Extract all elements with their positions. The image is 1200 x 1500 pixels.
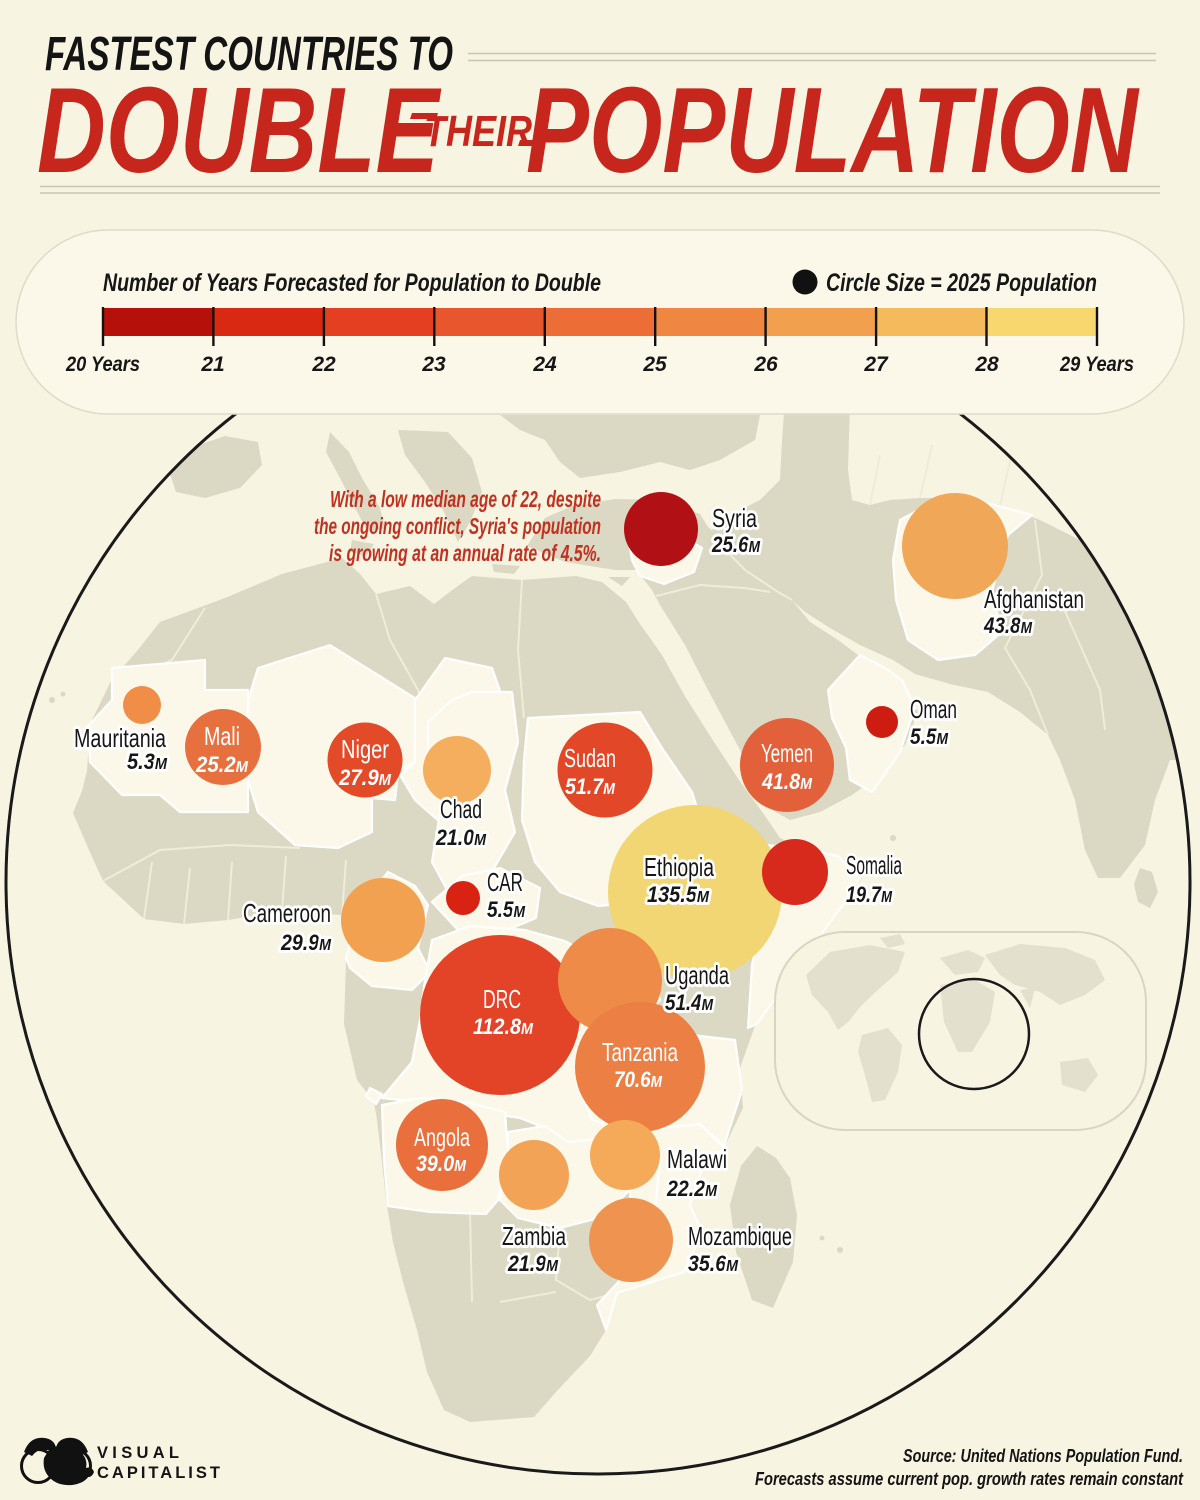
svg-text:Forecasts assume current pop.: Forecasts assume current pop. growth rat… xyxy=(755,1469,1184,1489)
svg-text:41.8M: 41.8M xyxy=(761,769,812,794)
svg-text:23: 23 xyxy=(421,353,446,376)
svg-text:24: 24 xyxy=(532,353,557,376)
svg-text:28: 28 xyxy=(974,353,999,376)
svg-text:is growing at an annual rate o: is growing at an annual rate of 4.5%. xyxy=(329,540,601,566)
svg-text:FASTEST COUNTRIES TO: FASTEST COUNTRIES TO xyxy=(45,28,453,81)
svg-text:Yemen: Yemen xyxy=(761,738,813,768)
svg-text:Malawi: Malawi xyxy=(667,1144,727,1174)
svg-text:the ongoing conflict, Syria's: the ongoing conflict, Syria's population xyxy=(314,513,601,539)
svg-text:VISUAL: VISUAL xyxy=(97,1444,183,1462)
svg-text:21: 21 xyxy=(200,353,224,376)
svg-text:Syria: Syria xyxy=(712,503,757,533)
svg-text:29 Years: 29 Years xyxy=(1059,353,1134,376)
svg-text:Sudan: Sudan xyxy=(564,743,616,773)
svg-text:DRC: DRC xyxy=(483,984,521,1014)
svg-text:Angola: Angola xyxy=(414,1122,470,1152)
svg-text:Circle Size = 2025 Population: Circle Size = 2025 Population xyxy=(826,269,1097,297)
svg-text:THEIR: THEIR xyxy=(424,107,532,156)
svg-text:Ethiopia: Ethiopia xyxy=(644,852,714,882)
svg-text:Afghanistan: Afghanistan xyxy=(984,584,1084,614)
svg-text:51.4M: 51.4M xyxy=(665,990,714,1015)
svg-text:Somalia: Somalia xyxy=(846,850,902,880)
svg-text:25: 25 xyxy=(642,353,667,376)
svg-text:With a low median age of 22, d: With a low median age of 22, despite xyxy=(330,486,601,512)
svg-text:20 Years: 20 Years xyxy=(65,353,140,376)
svg-text:Number of Years Forecasted for: Number of Years Forecasted for Populatio… xyxy=(103,269,601,297)
svg-text:Uganda: Uganda xyxy=(665,960,729,990)
svg-text:Chad: Chad xyxy=(440,794,482,824)
svg-text:Zambia: Zambia xyxy=(502,1221,566,1251)
svg-text:70.6M: 70.6M xyxy=(614,1067,663,1092)
svg-text:Mali: Mali xyxy=(204,721,240,751)
svg-text:Mozambique: Mozambique xyxy=(688,1221,792,1251)
svg-text:DOUBLE: DOUBLE xyxy=(37,62,442,198)
svg-text:Source: United Nations Populat: Source: United Nations Population Fund. xyxy=(903,1446,1183,1466)
svg-text:CAR: CAR xyxy=(487,867,523,897)
svg-text:Mauritania: Mauritania xyxy=(74,723,166,753)
svg-text:CAPITALIST: CAPITALIST xyxy=(97,1464,223,1482)
svg-text:Oman: Oman xyxy=(910,694,957,724)
svg-text:Cameroon: Cameroon xyxy=(243,898,331,928)
svg-text:25.2M: 25.2M xyxy=(195,752,249,777)
svg-text:5.3M: 5.3M xyxy=(127,749,168,774)
svg-text:POPULATION: POPULATION xyxy=(526,62,1140,198)
svg-text:27: 27 xyxy=(863,353,889,376)
svg-text:Tanzania: Tanzania xyxy=(602,1037,678,1067)
svg-text:Niger: Niger xyxy=(341,734,389,764)
svg-text:26: 26 xyxy=(753,353,778,376)
svg-text:22: 22 xyxy=(311,353,336,376)
